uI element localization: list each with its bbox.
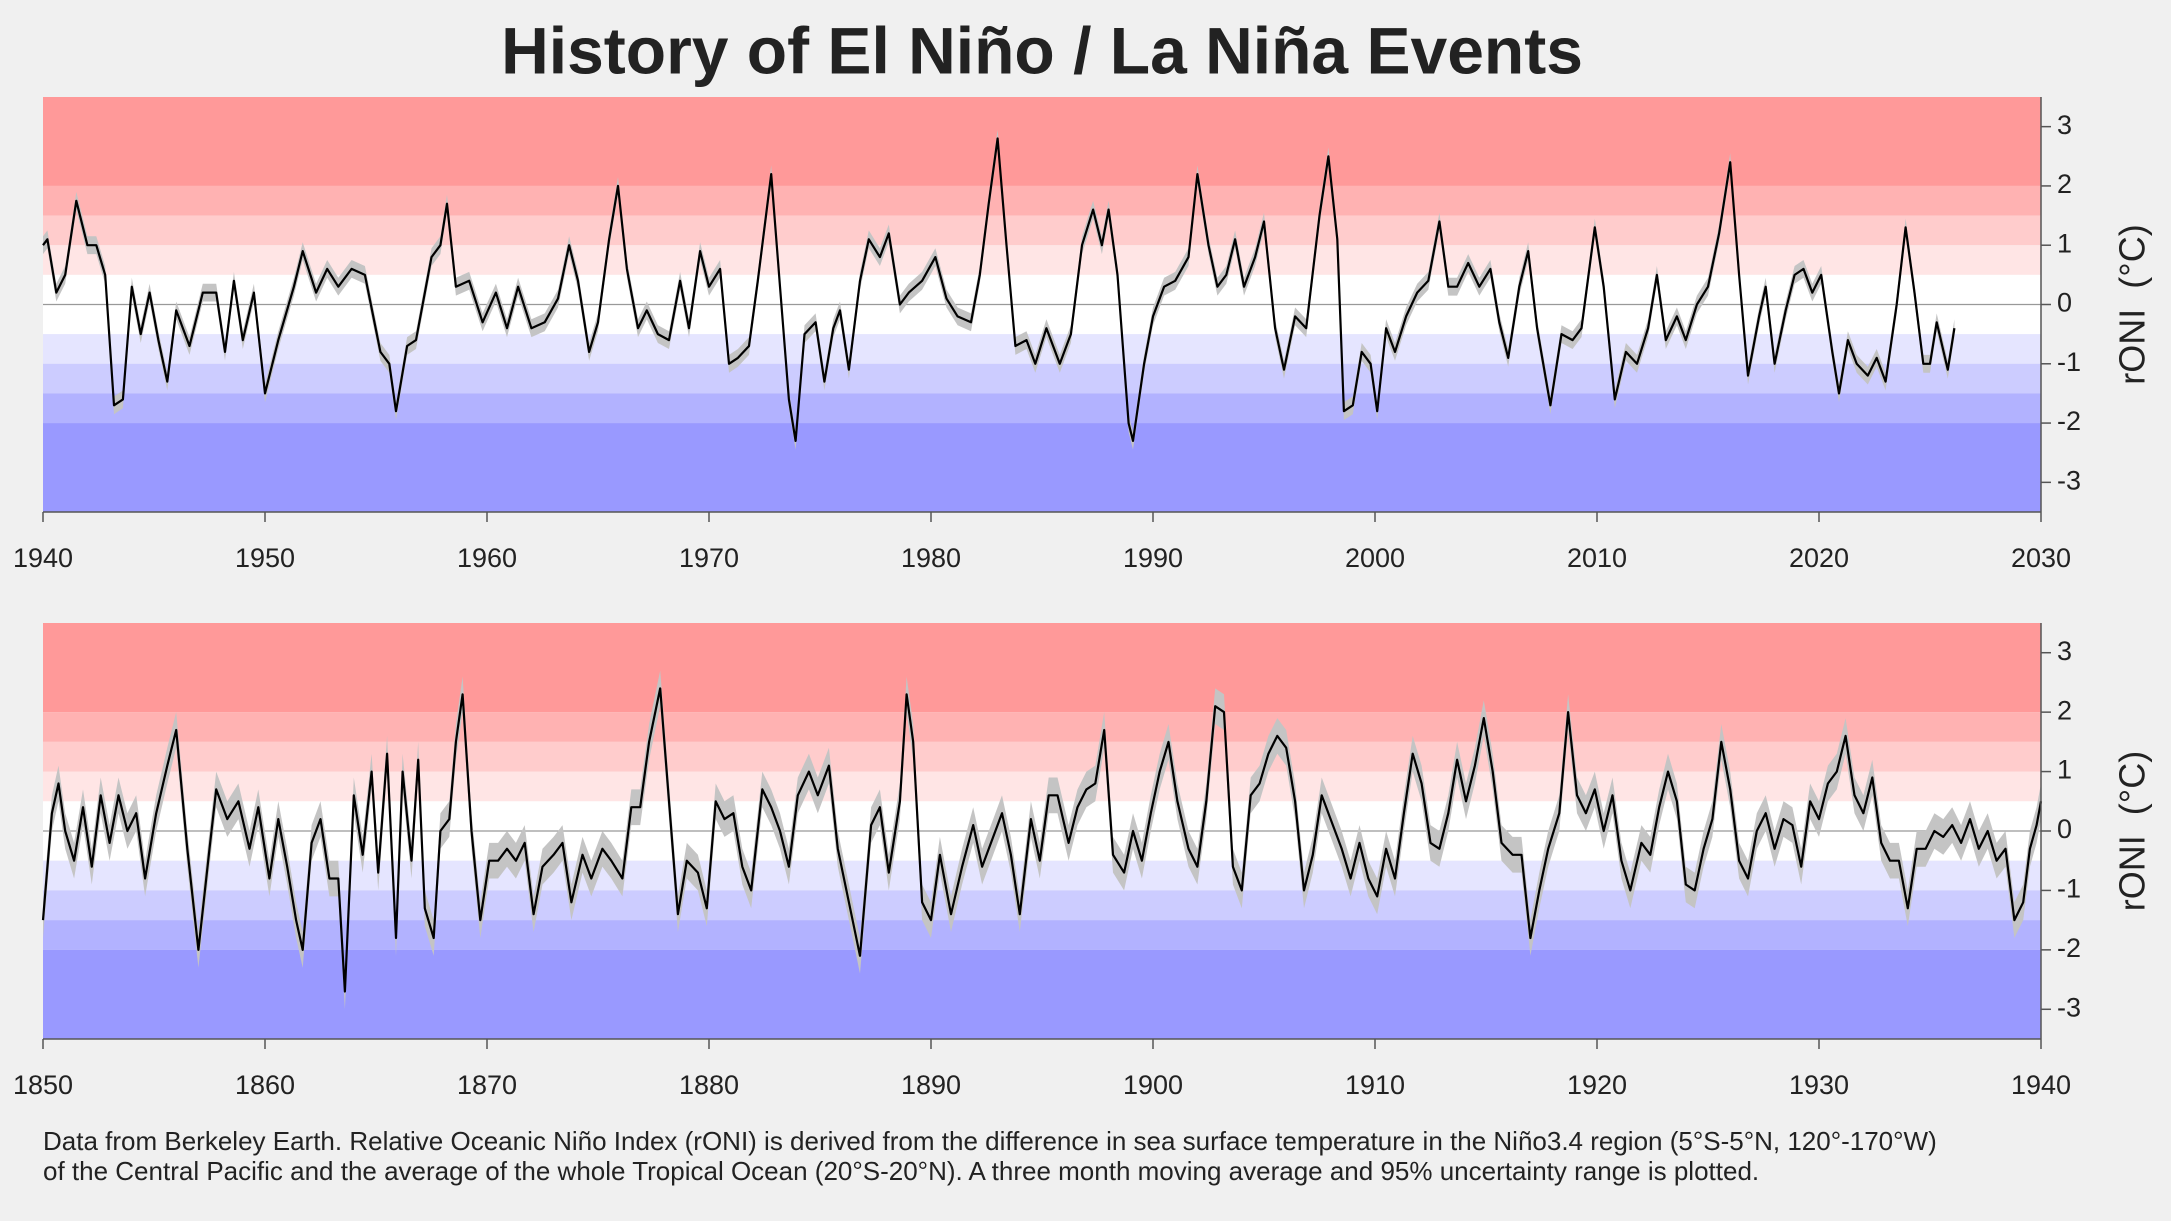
data-line bbox=[42, 137, 1956, 442]
x-tick-label: 1920 bbox=[1567, 1070, 1627, 1100]
background-band bbox=[43, 215, 2041, 246]
y-tick-label: -1 bbox=[2057, 874, 2081, 904]
background-band bbox=[43, 185, 2041, 216]
background-band bbox=[43, 712, 2041, 742]
y-tick-label: -3 bbox=[2057, 992, 2081, 1022]
y-tick-label: -1 bbox=[2057, 347, 2081, 377]
y-tick-label: 1 bbox=[2057, 755, 2072, 785]
y-tick-label: -3 bbox=[2057, 465, 2081, 495]
x-tick-label: 1850 bbox=[13, 1070, 73, 1100]
footnote: of the Central Pacific and the average o… bbox=[43, 1156, 1759, 1186]
y-tick-label: 1 bbox=[2057, 228, 2072, 258]
footnote: Data from Berkeley Earth. Relative Ocean… bbox=[43, 1126, 1937, 1156]
x-tick-label: 1940 bbox=[13, 543, 73, 573]
background-band bbox=[43, 771, 2041, 802]
background-band bbox=[43, 949, 2041, 1039]
x-tick-label: 2020 bbox=[1789, 543, 1849, 573]
x-tick-label: 1860 bbox=[235, 1070, 295, 1100]
data-line bbox=[41, 687, 2043, 993]
x-tick-label: 1970 bbox=[679, 543, 739, 573]
background-band bbox=[43, 97, 2041, 186]
x-tick-label: 1870 bbox=[457, 1070, 517, 1100]
x-tick-label: 2010 bbox=[1567, 543, 1627, 573]
y-axis-label: rONI (°C) bbox=[2112, 224, 2153, 384]
background-band bbox=[43, 920, 2041, 950]
background-band bbox=[43, 890, 2041, 921]
x-tick-label: 1890 bbox=[901, 1070, 961, 1100]
y-tick-label: 2 bbox=[2057, 695, 2072, 725]
x-tick-label: 1940 bbox=[2011, 1070, 2071, 1100]
chart-title: History of El Niño / La Niña Events bbox=[501, 13, 1583, 87]
background-band bbox=[43, 363, 2041, 394]
x-tick-label: 1980 bbox=[901, 543, 961, 573]
x-tick-label: 1900 bbox=[1123, 1070, 1183, 1100]
y-tick-label: -2 bbox=[2057, 933, 2081, 963]
x-tick-label: 1880 bbox=[679, 1070, 739, 1100]
x-tick-label: 1990 bbox=[1123, 543, 1183, 573]
x-tick-label: 1960 bbox=[457, 543, 517, 573]
y-tick-label: 0 bbox=[2057, 288, 2072, 318]
background-band bbox=[43, 245, 2041, 275]
background-band bbox=[43, 393, 2041, 424]
background-band bbox=[43, 860, 2041, 891]
background-band bbox=[43, 423, 2041, 512]
x-tick-label: 2030 bbox=[2011, 543, 2071, 573]
y-tick-label: 3 bbox=[2057, 636, 2072, 666]
y-tick-label: 0 bbox=[2057, 814, 2072, 844]
y-tick-label: -2 bbox=[2057, 406, 2081, 436]
x-tick-label: 2000 bbox=[1345, 543, 1405, 573]
y-axis-label: rONI (°C) bbox=[2112, 751, 2153, 911]
background-band bbox=[43, 623, 2041, 713]
background-band bbox=[43, 741, 2041, 772]
y-tick-label: 3 bbox=[2057, 110, 2072, 140]
x-tick-label: 1930 bbox=[1789, 1070, 1849, 1100]
y-tick-label: 2 bbox=[2057, 169, 2072, 199]
x-tick-label: 1910 bbox=[1345, 1070, 1405, 1100]
x-tick-label: 1950 bbox=[235, 543, 295, 573]
